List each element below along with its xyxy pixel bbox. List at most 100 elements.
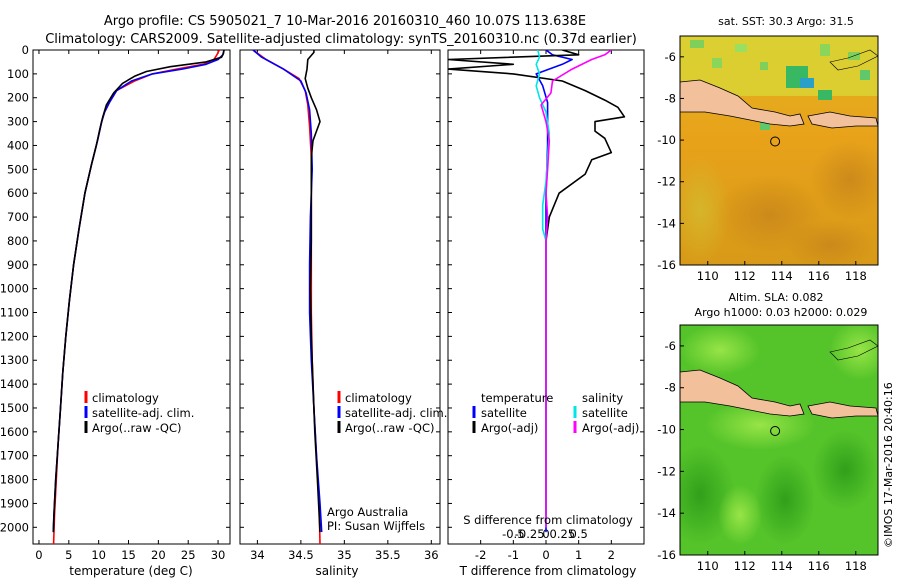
x-tick-label: 34.5	[288, 548, 314, 562]
sst-pixel	[735, 44, 747, 52]
sst-cloud-pixels	[690, 40, 870, 130]
sla-map-ticks: 110 112 114 116 118 -6 -8 -10 -12 -14 -16	[657, 339, 867, 573]
salinity-legend: climatology satellite-adj. clim. Argo(..…	[337, 391, 447, 435]
y-tick-label: 300	[7, 115, 29, 129]
sla-light-northwest	[680, 325, 760, 375]
sst-islands-land	[807, 111, 878, 129]
map-x-tick-label: 118	[845, 269, 867, 283]
difference-panel: -2 -1 0 1 2 -0.5-0.250 0.250.5 S difference f…	[447, 49, 645, 578]
x-tick-label: 0	[35, 548, 42, 562]
series-temperature-satellite	[535, 50, 573, 533]
map-y-tick-label: -10	[657, 133, 676, 147]
y-tick-label: 1700	[0, 449, 29, 463]
x-tick-label: 10	[91, 548, 106, 562]
series-argo	[52, 50, 225, 533]
sst-pixel	[860, 70, 870, 80]
legend-climatology: climatology	[345, 391, 412, 405]
difference-series	[448, 50, 626, 533]
temperature-xlabel: temperature (deg C)	[69, 564, 192, 578]
y-tick-label: 100	[7, 67, 29, 81]
difference-y-ticks	[448, 49, 644, 528]
series-argo	[304, 50, 321, 533]
legend-salinity-heading: salinity	[582, 391, 623, 405]
y-tick-label: 1400	[0, 377, 29, 391]
sla-map-title: Altim. SLA: 0.082	[728, 291, 823, 304]
x-tick-label: 20	[151, 548, 166, 562]
map-x-tick-label: 116	[808, 559, 830, 573]
y-tick-label: 1600	[0, 425, 29, 439]
legend-s-argo: Argo(-adj)	[582, 421, 639, 435]
map-y-tick-label: -8	[665, 381, 676, 395]
sst-pixel	[818, 90, 832, 100]
y-tick-label: 1300	[0, 353, 29, 367]
s-tick-label: 0.25	[550, 527, 576, 541]
temperature-series	[52, 50, 225, 544]
y-tick-label: 0	[22, 43, 29, 57]
map-y-tick-label: -16	[657, 548, 676, 562]
sla-map-subtitle: Argo h1000: 0.03 h2000: 0.029	[695, 306, 868, 319]
salinity-y-ticks	[240, 49, 440, 528]
x-tick-label: 2	[608, 548, 615, 562]
temperature-x-ticks: 0 5 10 15 20 25 30	[35, 50, 225, 562]
map-y-tick-label: -14	[657, 506, 676, 520]
map-y-tick-label: -14	[657, 216, 676, 230]
y-tick-label: 2000	[0, 520, 29, 534]
y-tick-label: 700	[7, 210, 29, 224]
series-salinity-satellite	[535, 50, 551, 528]
y-tick-label: 1900	[0, 496, 29, 510]
s-tick-label: 0.5	[570, 527, 588, 541]
y-tick-label: 1100	[0, 306, 29, 320]
s-tick-label: 0	[542, 527, 549, 541]
sst-map-panel: sat. SST: 30.3 Argo: 31.5	[657, 15, 879, 283]
temperature-legend: climatology satellite-adj. clim. Argo(..…	[84, 391, 194, 435]
salinity-series	[252, 50, 323, 544]
map-x-tick-label: 112	[734, 269, 756, 283]
sla-map-panel: Altim. SLA: 0.082 Argo h1000: 0.03 h2000…	[657, 291, 879, 573]
legend-climatology: climatology	[92, 391, 159, 405]
series-salinity-argo	[540, 50, 612, 528]
x-tick-label: 34	[250, 548, 265, 562]
y-tick-label: 500	[7, 162, 29, 176]
sst-argo-marker	[770, 136, 781, 147]
map-x-tick-label: 110	[697, 269, 719, 283]
sst-pixel	[800, 78, 814, 88]
sla-dark-southeast	[813, 430, 877, 510]
sla-dark-south	[755, 455, 815, 545]
map-y-tick-label: -16	[657, 258, 676, 272]
sst-pixel	[712, 58, 722, 68]
salinity-xlabel: salinity	[315, 564, 358, 578]
x-tick-label: 1	[575, 548, 582, 562]
temperature-axes-box	[32, 49, 231, 545]
salinity-x-ticks: 34 34.5 35 35.5 36	[250, 50, 439, 562]
temperature-y-ticks: 0 100 200 300 400 500 600 700 800 900 1000 1100 1200…	[0, 43, 230, 534]
map-x-tick-label: 114	[771, 269, 793, 283]
legend-argo: Argo(..raw -QC)	[345, 421, 435, 435]
y-tick-label: 400	[7, 138, 29, 152]
sla-coastline	[829, 339, 878, 361]
map-x-tick-label: 114	[771, 559, 793, 573]
difference-x-ticks: -2 -1 0 1 2	[475, 50, 615, 562]
series-temperature-argo	[448, 50, 626, 516]
sla-map-frame	[679, 324, 879, 556]
difference-s-label: S difference from climatology	[463, 513, 633, 527]
salinity-panel: 34 34.5 35 35.5 36 salinity climatology sate…	[239, 49, 447, 578]
sst-pixel	[760, 62, 768, 70]
sst-map-title: sat. SST: 30.3 Argo: 31.5	[718, 15, 854, 28]
map-y-tick-label: -10	[657, 423, 676, 437]
x-tick-label: 35.5	[375, 548, 401, 562]
y-tick-label: 1800	[0, 473, 29, 487]
annotation-pi: PI: Susan Wijffels	[327, 519, 425, 533]
sla-light-south	[718, 485, 762, 545]
s-tick-label: -0.25	[515, 527, 545, 541]
legend-satellite: satellite-adj. clim.	[345, 406, 447, 420]
difference-t-label: T difference from climatology	[459, 564, 637, 578]
map-x-tick-label: 112	[734, 559, 756, 573]
x-tick-label: 35	[337, 548, 352, 562]
map-y-tick-label: -12	[657, 464, 676, 478]
s-tick-label: -0.5	[502, 527, 524, 541]
salinity-axes-box	[239, 49, 441, 545]
x-tick-label: 15	[121, 548, 136, 562]
sst-map-ticks: 110 112 114 116 118 -6 -8 -10 -12 -14 -16	[657, 50, 867, 283]
x-tick-label: 36	[424, 548, 439, 562]
sst-warm-southeast	[785, 220, 875, 265]
